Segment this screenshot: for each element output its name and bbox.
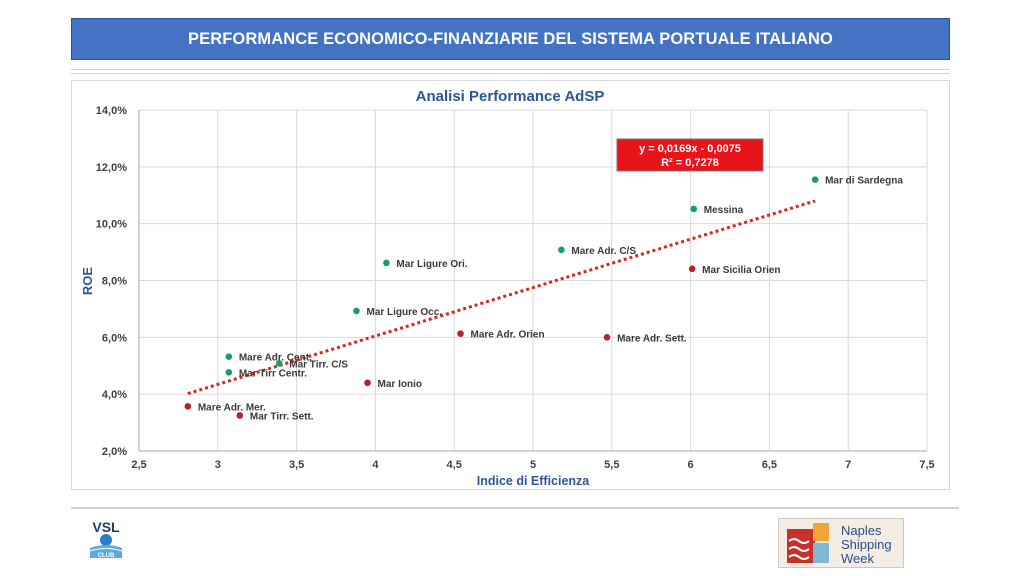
regression-annotation: y = 0,0169x - 0,0075 R² = 0,7278 [616,138,764,172]
data-point [383,259,390,267]
header-divider-secondary [71,73,950,74]
vsl-logo-text: VSL [92,519,120,535]
x-tick-label: 6,5 [762,459,777,471]
data-point [457,330,464,337]
data-point-label: Mare Adr. Mer. [198,402,266,413]
nsw-line-3: Week [841,551,874,566]
data-point [236,412,244,419]
data-point-label: Mare Adr. Cent. [239,353,312,364]
regression-annotation-box [616,138,764,172]
data-point [364,379,371,387]
data-point [690,205,698,213]
data-point-label: Mar Tirr. C/S [289,359,348,370]
data-point-label: Mar Ligure Ori. [396,259,467,270]
y-tick-label: 2,0% [102,446,127,458]
data-point-label: Mar Ligure Occ. [366,307,442,318]
vsl-club-logo: VSL CLUB [84,518,132,564]
y-tick-label: 10,0% [96,219,127,231]
page-banner: PERFORMANCE ECONOMICO-FINANZIARIE DEL SI… [71,18,950,60]
data-point-label: Mar Tirr. Sett. [250,411,314,422]
data-point-label: Mar Tirr Centr. [239,368,307,379]
vsl-logo-subtext: CLUB [98,553,115,559]
x-tick-label: 4,5 [447,459,462,471]
footer-divider [71,507,959,509]
regression-r2: R² = 0,7278 [661,157,719,169]
y-tick-label: 8,0% [102,276,127,288]
page-title: PERFORMANCE ECONOMICO-FINANZIARIE DEL SI… [188,29,833,48]
data-point [603,334,611,341]
data-point [558,246,565,254]
x-tick-label: 3 [215,459,221,471]
y-tick-label: 12,0% [96,162,127,174]
data-point-label: Mar Sicilia Orien [702,265,780,276]
y-tick-label: 6,0% [102,332,127,344]
x-tick-label: 6 [688,459,694,471]
x-tick-label: 2,5 [131,459,146,471]
data-point-label: Mar Ionio [378,379,422,390]
naples-shipping-week-logo: Naples Shipping Week [778,518,904,568]
nsw-line-1: Naples [841,523,882,538]
data-point [225,368,233,376]
regression-equation: y = 0,0169x - 0,0075 [639,143,741,155]
data-point-label: Mare Adr. Orien [471,330,545,341]
data-point-label: Mar di Sardegna [825,176,903,187]
x-tick-label: 7 [845,459,851,471]
header-divider [71,69,950,70]
data-point [688,265,696,273]
y-axis-label: ROE [80,267,95,296]
data-point [353,307,360,315]
data-points: Mar di Sardegna Messina Mare Adr. C/S Mar S… [184,176,903,422]
globe-icon [100,534,112,546]
x-tick-label: 5 [530,459,536,471]
x-tick-label: 4 [372,459,379,471]
data-point-label: Messina [704,205,744,216]
chart-title: Analisi Performance AdSP [416,88,605,105]
x-tick-label: 5,5 [604,459,619,471]
chart-axes [138,110,927,452]
data-point [275,360,283,367]
nsw-line-2: Shipping [841,537,892,552]
trendline [187,199,816,396]
x-tick-label: 3,5 [289,459,304,471]
data-point [811,176,819,183]
data-point [225,353,233,360]
data-point [184,403,192,410]
x-tick-label: 7,5 [919,459,934,471]
y-tick-label: 4,0% [102,389,127,401]
chart-ticks: 2,5 3 3,5 4 4,5 5 5,5 6 6,5 7 7,5 2,0% 4,0% 6,0% 8,0% 1… [96,105,935,471]
data-point-label: Mare Adr. Sett. [617,333,687,344]
trendline-line [187,199,816,396]
data-point-label: Mare Adr. C/S [571,246,636,257]
x-axis-label: Indice di Efficienza [477,474,591,488]
y-tick-label: 14,0% [96,105,127,117]
chart-grid [138,109,928,452]
